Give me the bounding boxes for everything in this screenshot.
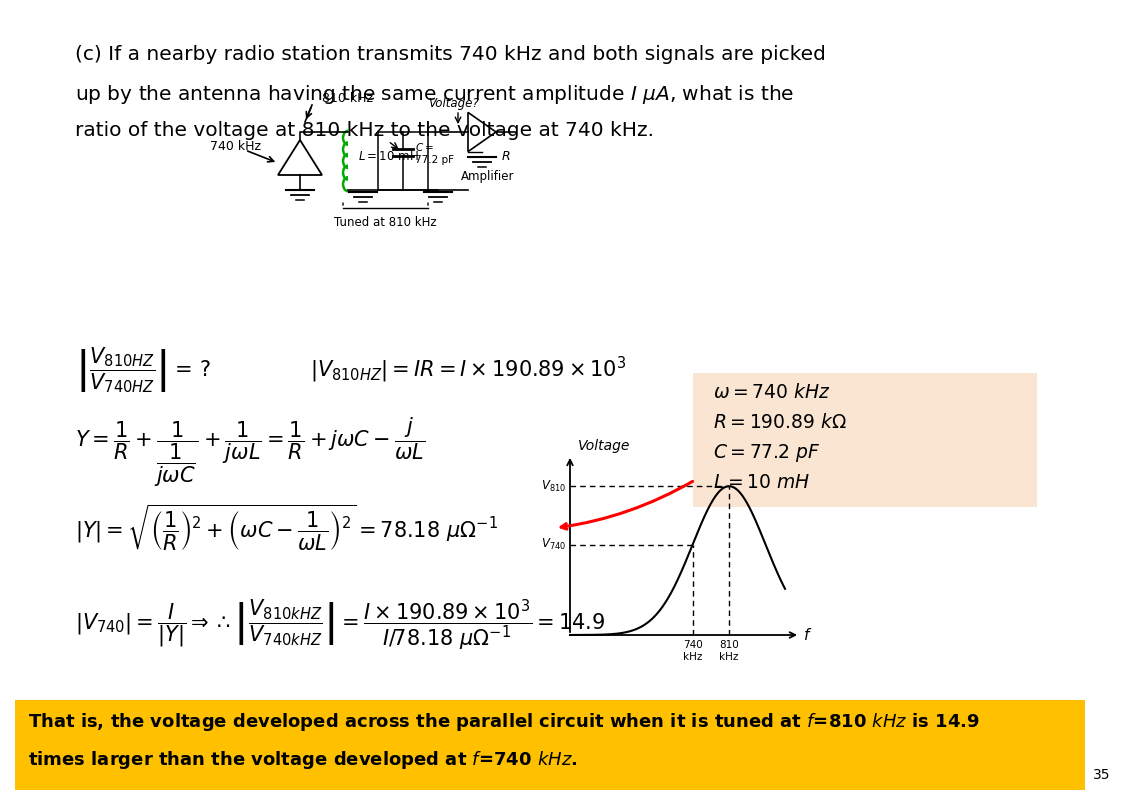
Text: Voltage: Voltage [578, 439, 631, 453]
Text: 810 kHz: 810 kHz [321, 91, 373, 105]
Text: $Y = \dfrac{1}{R} + \dfrac{1}{\dfrac{1}{j\omega C}} + \dfrac{1}{j\omega L} = \df: $Y = \dfrac{1}{R} + \dfrac{1}{\dfrac{1}{… [74, 415, 425, 489]
Text: $\left|\dfrac{V_{810HZ}}{V_{740HZ}}\right| =\, ?$: $\left|\dfrac{V_{810HZ}}{V_{740HZ}}\righ… [74, 345, 211, 395]
Text: 35: 35 [1093, 768, 1110, 782]
Text: (c) If a nearby radio station transmits 740 kHz and both signals are picked: (c) If a nearby radio station transmits … [74, 45, 826, 64]
Text: 740
kHz: 740 kHz [682, 640, 703, 662]
Text: ratio of the voltage at 810 kHz to the voltage at 740 kHz.: ratio of the voltage at 810 kHz to the v… [74, 121, 654, 140]
Text: $\omega = 740\ kHz$: $\omega = 740\ kHz$ [713, 383, 830, 402]
FancyBboxPatch shape [15, 700, 1085, 790]
FancyBboxPatch shape [693, 373, 1037, 507]
Text: $C=$
77.2 pF: $C=$ 77.2 pF [415, 141, 453, 165]
Text: $R = 190.89\ k\Omega$: $R = 190.89\ k\Omega$ [713, 414, 847, 433]
Text: times larger than the voltage developed at $f$=740 $kHz$.: times larger than the voltage developed … [28, 749, 578, 771]
Text: Voltage?: Voltage? [428, 97, 478, 110]
Text: $|Y| = \sqrt{\left(\dfrac{1}{R}\right)^2 + \left(\omega C - \dfrac{1}{\omega L}\: $|Y| = \sqrt{\left(\dfrac{1}{R}\right)^2… [74, 503, 497, 553]
Text: $L=10$ mH: $L=10$ mH [358, 150, 418, 162]
Text: $V_{740}$: $V_{740}$ [540, 537, 566, 552]
Text: 810
kHz: 810 kHz [720, 640, 739, 662]
Text: $|V_{740}| = \dfrac{I}{|Y|} \Rightarrow \therefore \left|\dfrac{V_{810kHZ}}{V_{7: $|V_{740}| = \dfrac{I}{|Y|} \Rightarrow … [74, 598, 606, 653]
Text: $f$: $f$ [803, 627, 812, 643]
Text: up by the antenna having the same current amplitude $I\ \mu A$, what is the: up by the antenna having the same curren… [74, 83, 794, 106]
Text: $L = 10\ mH$: $L = 10\ mH$ [713, 474, 810, 492]
Text: That is, the voltage developed across the parallel circuit when it is tuned at $: That is, the voltage developed across th… [28, 711, 980, 733]
Text: 740 kHz: 740 kHz [210, 141, 261, 154]
Text: Tuned at 810 kHz: Tuned at 810 kHz [334, 216, 437, 229]
Text: $C = 77.2\ pF$: $C = 77.2\ pF$ [713, 442, 820, 464]
Text: $|V_{810HZ}| = IR = I \times 190.89 \times 10^3$: $|V_{810HZ}| = IR = I \times 190.89 \tim… [310, 355, 626, 385]
Text: $R$: $R$ [501, 150, 511, 163]
Text: $V_{810}$: $V_{810}$ [540, 478, 566, 494]
Text: Amplifier: Amplifier [461, 170, 514, 183]
